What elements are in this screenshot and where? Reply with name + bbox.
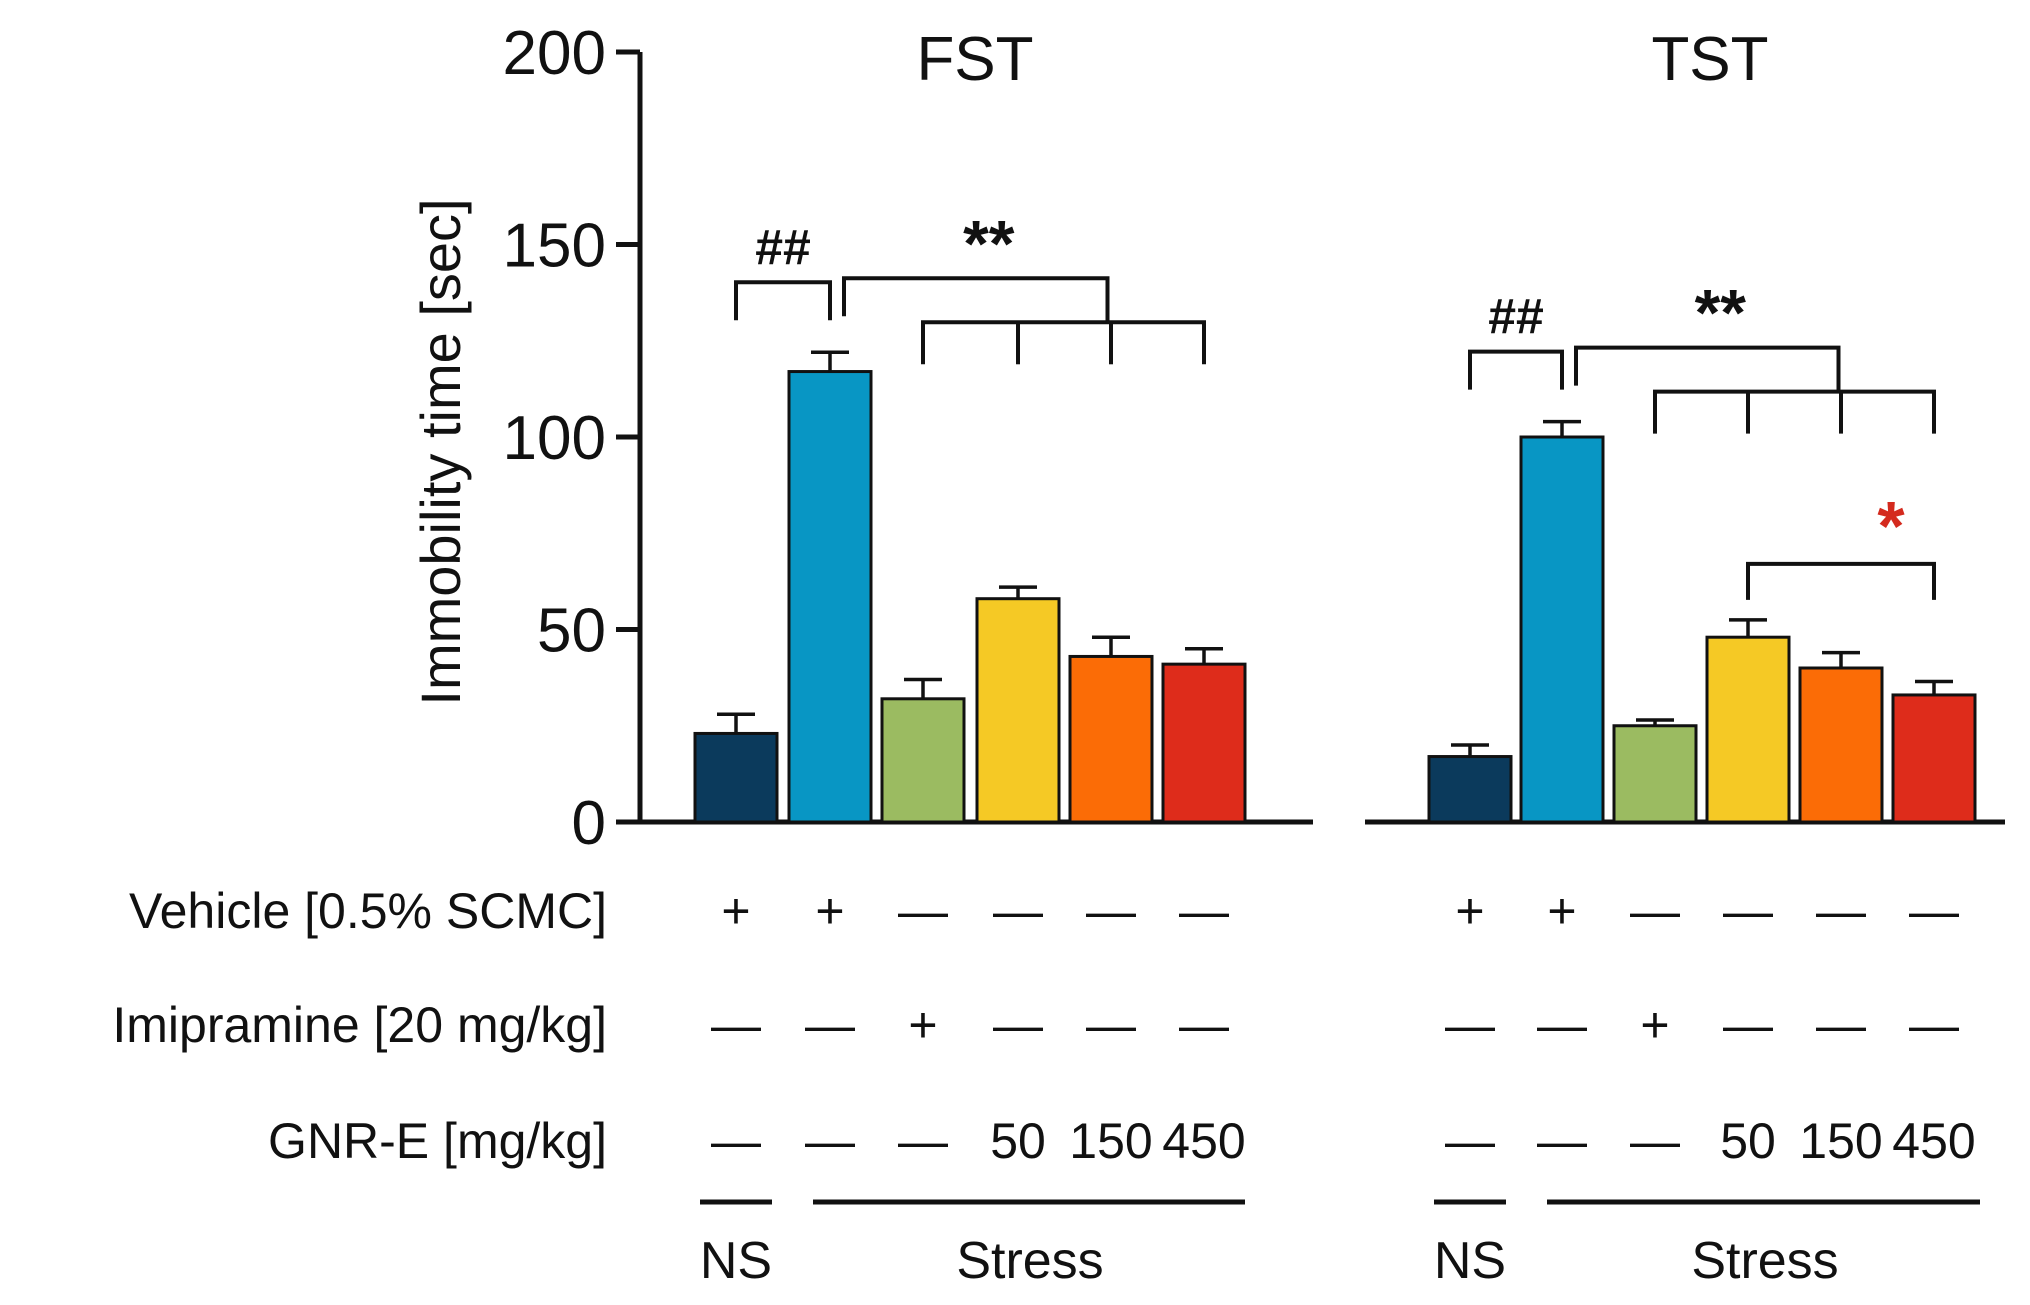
tst-cell-gnre-gnre-50: 50 (1720, 1113, 1776, 1169)
tst-cell-vehicle-gnre-450: — (1909, 883, 1959, 939)
fst-cell-gnre-ns-vehicle: — (711, 1113, 761, 1169)
tst-cell-imipramine-ns-vehicle: — (1445, 997, 1495, 1053)
fst-cell-vehicle-stress-vehicle: + (815, 883, 844, 939)
fst-cell-vehicle-gnre-450: — (1179, 883, 1229, 939)
fst-bar-gnre-150 (1068, 654, 1154, 824)
tst-cell-gnre-gnre-150: 150 (1799, 1113, 1882, 1169)
fst-sig-stress-vs-treatments: ** (963, 206, 1015, 280)
row-label-gnre: GNR-E [mg/kg] (268, 1113, 607, 1169)
tst-bar-imipramine (1612, 724, 1698, 824)
tst-cell-gnre-ns-vehicle: — (1445, 1113, 1495, 1169)
tst-cell-gnre-stress-vehicle: — (1537, 1113, 1587, 1169)
fst-bar-imipramine (880, 697, 966, 824)
tst-bar-gnre-50 (1705, 635, 1791, 824)
tst-cell-gnre-imipramine: — (1630, 1113, 1680, 1169)
tst-cell-imipramine-gnre-150: — (1816, 997, 1866, 1053)
fst-bracket-stress-vs-treatments (842, 276, 1110, 323)
tst-panel-title: TST (1651, 25, 1768, 94)
y-tick-label-100: 100 (503, 404, 606, 473)
y-axis-label: Immobility time [sec] (409, 198, 472, 705)
y-tick-label-200: 200 (503, 19, 606, 88)
tst-cell-vehicle-imipramine: — (1630, 883, 1680, 939)
tst-cell-imipramine-gnre-50: — (1723, 997, 1773, 1053)
fst-bar-stress-vehicle (787, 370, 873, 824)
tst-sig-stress-vs-treatments: ** (1695, 276, 1747, 350)
y-tick-label-50: 50 (537, 597, 606, 666)
row-label-vehicle: Vehicle [0.5% SCMC] (129, 883, 607, 939)
tst-cell-gnre-gnre-450: 450 (1892, 1113, 1975, 1169)
fst-cell-gnre-stress-vehicle: — (805, 1113, 855, 1169)
fst-cell-gnre-imipramine: — (898, 1113, 948, 1169)
tst-group-stress-label: Stress (1691, 1232, 1838, 1290)
tst-bar-stress-vehicle (1519, 435, 1605, 824)
tst-sig-gnre50-vs-gnre450: * (1877, 487, 1905, 565)
tst-bracket-gnre50-vs-gnre450 (1746, 561, 1936, 600)
fst-cell-imipramine-gnre-450: — (1179, 997, 1229, 1053)
fst-cell-gnre-gnre-50: 50 (990, 1113, 1046, 1169)
fst-bar-ns-vehicle (693, 731, 779, 824)
tst-bar-ns-vehicle (1427, 755, 1513, 824)
tst-bar-gnre-150 (1798, 666, 1884, 824)
fst-cell-imipramine-gnre-150: — (1086, 997, 1136, 1053)
tst-cell-vehicle-ns-vehicle: + (1455, 883, 1484, 939)
tst-bracket-treatments (1653, 389, 1936, 434)
fst-cell-imipramine-ns-vehicle: — (711, 997, 761, 1053)
tst-cell-vehicle-gnre-150: — (1816, 883, 1866, 939)
tst-sig-ns-vs-stress: ## (1488, 289, 1544, 345)
fst-bracket-ns-vs-stress (734, 280, 832, 321)
row-label-imipramine: Imipramine [20 mg/kg] (112, 997, 607, 1053)
fst-cell-vehicle-gnre-150: — (1086, 883, 1136, 939)
fst-cell-gnre-gnre-450: 450 (1162, 1113, 1245, 1169)
fst-bar-gnre-450 (1161, 662, 1247, 824)
fst-group-stress-label: Stress (956, 1232, 1103, 1290)
y-tick-label-0: 0 (572, 789, 606, 858)
fst-cell-vehicle-imipramine: — (898, 883, 948, 939)
fst-cell-vehicle-gnre-50: — (993, 883, 1043, 939)
fst-cell-vehicle-ns-vehicle: + (721, 883, 750, 939)
tst-cell-vehicle-stress-vehicle: + (1547, 883, 1576, 939)
fst-cell-imipramine-stress-vehicle: — (805, 997, 855, 1053)
tst-bar-gnre-450 (1891, 693, 1977, 824)
fst-bar-gnre-50 (975, 597, 1061, 824)
fst-bracket-treatments (921, 320, 1206, 365)
fst-cell-imipramine-imipramine: + (908, 997, 937, 1053)
tst-cell-imipramine-imipramine: + (1640, 997, 1669, 1053)
fst-panel-title: FST (916, 25, 1033, 94)
tst-group-ns-label: NS (1434, 1232, 1506, 1290)
fst-cell-gnre-gnre-150: 150 (1069, 1113, 1152, 1169)
fst-group-ns-label: NS (700, 1232, 772, 1290)
tst-bracket-stress-vs-treatments (1574, 345, 1841, 392)
tst-cell-vehicle-gnre-50: — (1723, 883, 1773, 939)
y-tick-label-150: 150 (503, 212, 606, 281)
tst-bracket-ns-vs-stress (1468, 349, 1564, 390)
fst-cell-imipramine-gnre-50: — (993, 997, 1043, 1053)
fst-sig-ns-vs-stress: ## (755, 219, 811, 275)
tst-cell-imipramine-stress-vehicle: — (1537, 997, 1587, 1053)
tst-cell-imipramine-gnre-450: — (1909, 997, 1959, 1053)
